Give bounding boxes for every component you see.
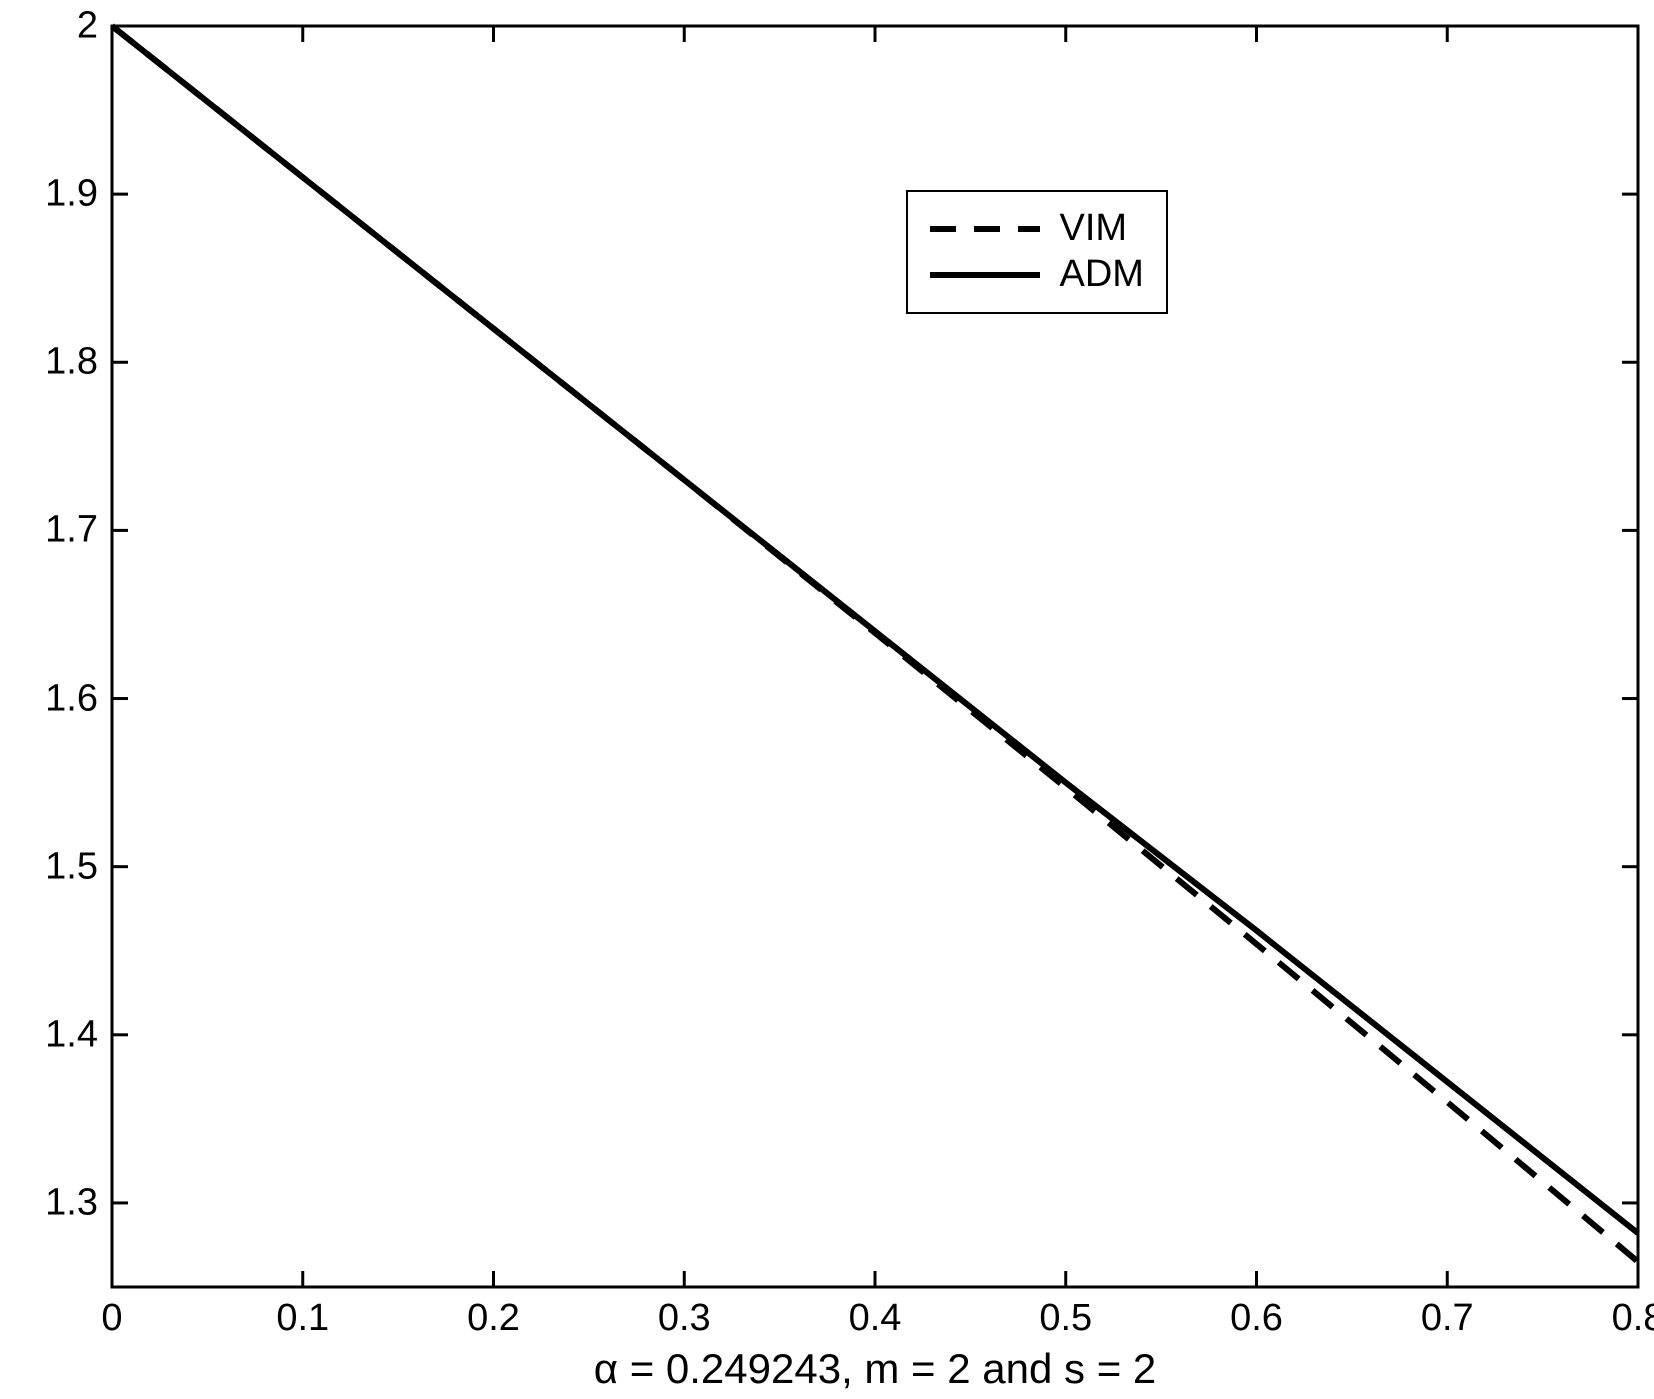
x-axis-caption: α = 0.249243, m = 2 and s = 2: [594, 1345, 1157, 1393]
line-chart: [0, 0, 1654, 1399]
legend-label: ADM: [1060, 253, 1144, 296]
legend-item-vim: VIM: [930, 206, 1144, 252]
legend: VIMADM: [906, 190, 1168, 314]
legend-sample-line: [930, 265, 1040, 285]
legend-item-adm: ADM: [930, 252, 1144, 298]
legend-label: VIM: [1060, 207, 1128, 250]
legend-sample-line: [930, 219, 1040, 239]
